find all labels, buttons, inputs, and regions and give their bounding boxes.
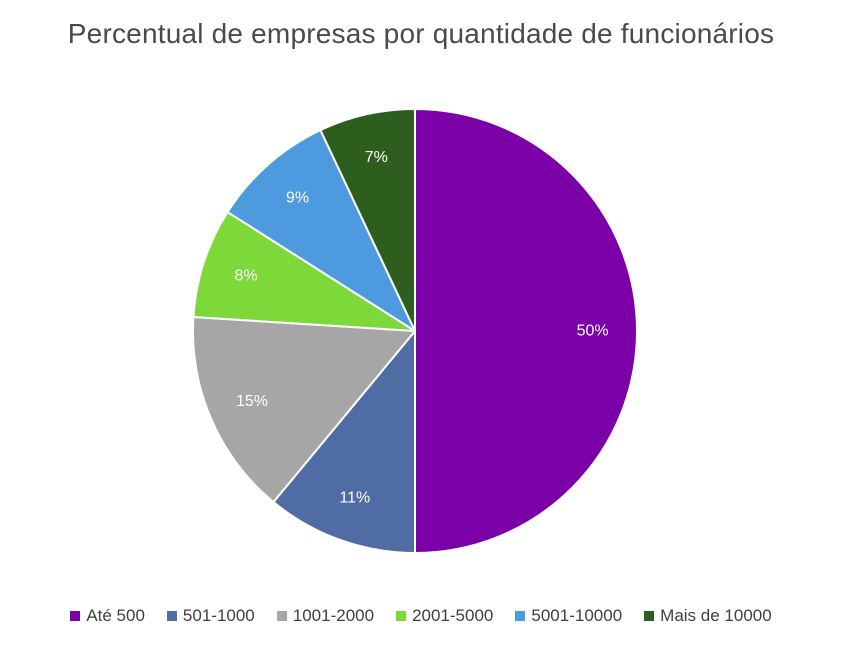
legend-label: 2001-5000 — [412, 606, 494, 625]
legend-item: Até 500 — [70, 606, 145, 626]
legend-label: 501-1000 — [182, 606, 255, 625]
legend-item: 2001-5000 — [396, 606, 493, 626]
legend-swatch — [396, 611, 407, 621]
legend-label: Até 500 — [86, 606, 145, 625]
pie-data-label: 50% — [577, 323, 609, 340]
pie-slice-3 — [192, 211, 416, 332]
chart-title: Percentual de empresas por quantidade de… — [67, 18, 775, 49]
pie-data-label: 9% — [286, 189, 309, 206]
pie-slice-0 — [414, 108, 638, 554]
legend-item: 5001-10000 — [515, 606, 622, 626]
legend-label: Mais de 10000 — [660, 606, 772, 625]
pie-data-label: 15% — [236, 393, 268, 410]
legend-swatch — [515, 611, 526, 621]
legend-label: 5001-10000 — [531, 606, 623, 625]
pie-slice-1 — [272, 330, 416, 554]
pie-data-label: 11% — [339, 490, 370, 507]
legend-swatch — [644, 611, 655, 621]
pie-slice-2 — [192, 316, 416, 504]
legend-item: 501-1000 — [166, 606, 255, 626]
pie-data-label: 7% — [365, 149, 388, 166]
pie-data-label: 8% — [235, 268, 258, 285]
legend-swatch — [276, 611, 287, 621]
legend-label: 1001-2000 — [292, 606, 375, 625]
legend-item: Mais de 10000 — [644, 606, 772, 626]
chart-legend: Até 500 501-1000 1001-2000 2001-5000 5001-10… — [0, 606, 842, 626]
legend-swatch — [166, 611, 177, 621]
pie-slice-4 — [226, 129, 416, 332]
legend-item: 1001-2000 — [276, 606, 375, 626]
pie-slice-5 — [319, 108, 416, 332]
legend-swatch — [70, 611, 81, 621]
